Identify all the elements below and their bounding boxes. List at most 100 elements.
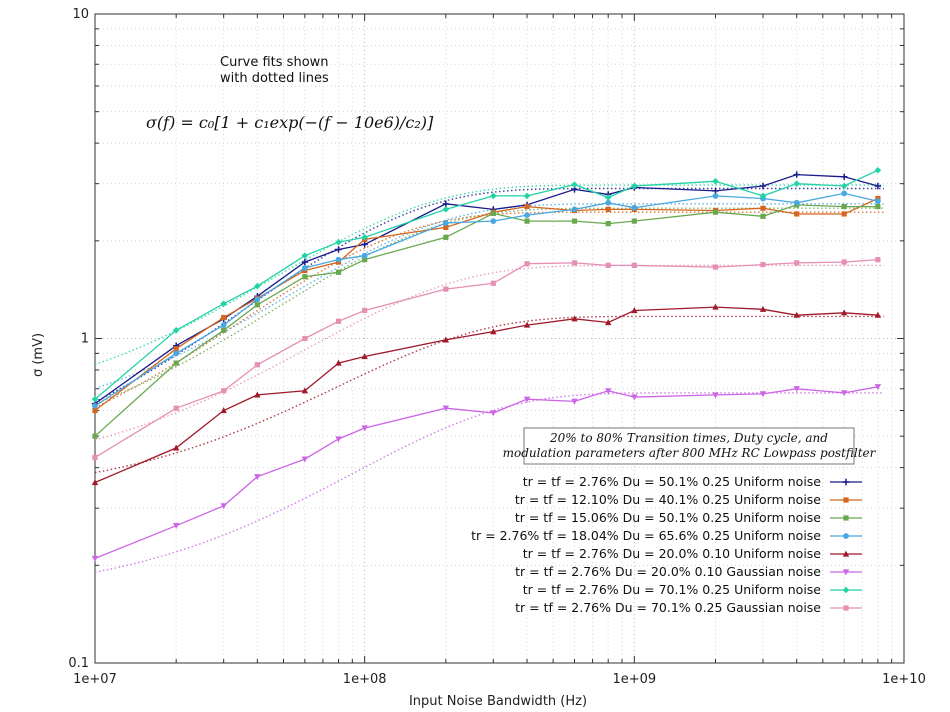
data-point — [361, 241, 368, 248]
data-point — [220, 322, 227, 328]
data-point — [631, 394, 638, 401]
data-point — [843, 533, 849, 539]
data-point — [361, 252, 368, 259]
fit-note-line1: Curve fits shown — [220, 55, 329, 70]
data-point — [712, 193, 719, 199]
data-point — [841, 190, 848, 197]
data-point — [335, 269, 342, 275]
data-point — [631, 262, 637, 268]
data-point — [840, 309, 848, 316]
data-point — [841, 211, 847, 217]
series-line — [94, 204, 878, 437]
data-point — [172, 326, 180, 334]
data-point — [442, 220, 449, 226]
y-tick-label: 10 — [72, 7, 89, 22]
data-point — [443, 286, 449, 292]
x-axis-label: Input Noise Bandwidth (Hz) — [409, 694, 587, 709]
data-point — [571, 315, 578, 322]
data-point — [254, 282, 261, 290]
fit-formula: σ(f) = c₀[1 + c₁exp(−(f − 10e6)/c₂)] — [146, 113, 434, 132]
series — [92, 190, 881, 409]
x-tick-label: 1e+09 — [612, 672, 656, 687]
series-line — [94, 306, 878, 484]
data-point — [173, 405, 179, 411]
data-point — [712, 303, 719, 310]
data-point — [361, 234, 368, 241]
data-point — [221, 388, 227, 394]
legend-entry-label: tr = tf = 12.10% Du = 40.1% 0.25 Uniform… — [515, 492, 821, 507]
data-point — [254, 296, 261, 303]
data-point — [842, 550, 850, 557]
fit-curve — [94, 264, 884, 441]
data-point — [841, 203, 847, 210]
data-point — [524, 203, 530, 210]
x-tick-label: 1e+10 — [882, 672, 926, 687]
data-point — [172, 523, 180, 530]
data-point — [490, 210, 496, 216]
legend-entry-label: tr = tf = 2.76% Du = 70.1% 0.25 Gaussian… — [515, 600, 821, 615]
data-point — [221, 327, 227, 333]
data-point — [874, 198, 881, 205]
data-point — [442, 405, 450, 412]
fit-curve — [94, 207, 884, 405]
data-point — [302, 335, 308, 342]
legend-entry-label: tr = tf = 15.06% Du = 50.1% 0.25 Uniform… — [515, 510, 821, 525]
data-point — [604, 388, 612, 395]
data-point — [874, 166, 882, 174]
data-point — [220, 407, 227, 414]
y-axis-label: σ (mV) — [31, 333, 46, 377]
data-point — [91, 479, 99, 486]
legend-title-line2: modulation parameters after 800 MHz RC L… — [503, 446, 877, 460]
data-point — [760, 205, 766, 211]
data-point — [631, 204, 638, 211]
data-point — [571, 260, 578, 266]
data-point — [302, 274, 308, 280]
data-point — [173, 346, 179, 352]
data-point — [840, 182, 848, 190]
data-point — [760, 261, 766, 268]
fit-curve — [94, 392, 884, 573]
fit-curve — [94, 211, 884, 409]
data-point — [571, 181, 578, 188]
data-point — [842, 478, 850, 486]
fit-curve — [94, 187, 884, 403]
legend-entries: tr = tf = 2.76% Du = 50.1% 0.25 Uniform … — [471, 474, 862, 615]
data-point — [605, 199, 612, 206]
series-line — [94, 173, 879, 405]
data-point — [794, 211, 800, 217]
data-point — [362, 307, 368, 314]
data-point — [442, 336, 450, 343]
data-point — [221, 314, 227, 321]
series — [92, 257, 881, 461]
legend-entry-label: tr = 2.76% tf = 18.04% Du = 65.6% 0.25 U… — [471, 528, 821, 543]
series — [92, 202, 881, 439]
legend-title-box — [523, 427, 855, 465]
data-point — [91, 395, 99, 403]
data-point — [760, 213, 766, 219]
data-point — [91, 555, 99, 562]
y-tick-label: 0.1 — [68, 656, 89, 671]
series-lines — [91, 166, 882, 562]
data-point — [335, 318, 342, 324]
series — [91, 166, 882, 403]
data-point — [442, 206, 450, 213]
data-point — [712, 178, 719, 185]
fit-curve — [94, 203, 884, 390]
legend-entry-label: tr = tf = 2.76% Du = 20.0% 0.10 Gaussian… — [515, 564, 821, 579]
data-point — [840, 173, 848, 180]
data-point — [759, 192, 767, 200]
data-point — [443, 234, 449, 240]
data-point — [843, 605, 849, 611]
data-point — [875, 257, 881, 263]
data-point — [793, 311, 800, 318]
data-point — [92, 407, 98, 414]
data-point — [875, 203, 881, 210]
x-tick-label: 1e+08 — [343, 672, 387, 687]
data-point — [490, 192, 497, 200]
data-point — [220, 300, 227, 308]
data-point — [490, 410, 497, 417]
legend-entry-label: tr = tf = 2.76% Du = 50.1% 0.25 Uniform … — [523, 474, 822, 489]
data-point — [335, 359, 342, 366]
series — [92, 195, 881, 414]
